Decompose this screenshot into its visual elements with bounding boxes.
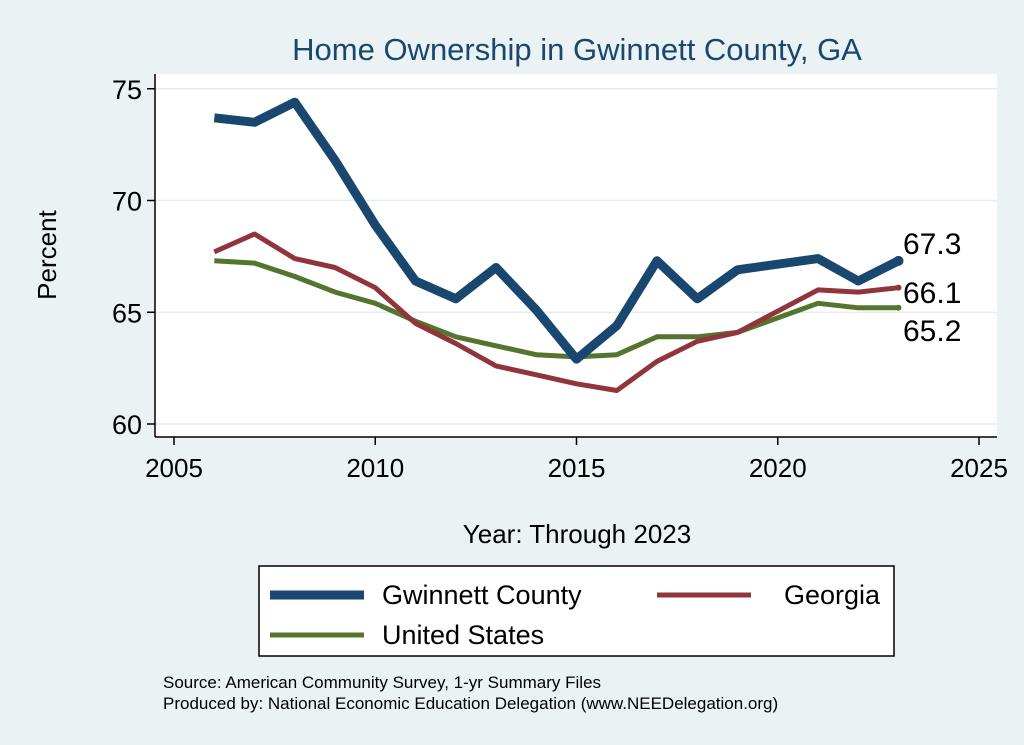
series-line-united-states: [214, 258, 899, 360]
end-value-label: 65.2: [903, 315, 961, 348]
y-tick-label: 70: [112, 187, 142, 217]
end-value-label: 67.3: [903, 228, 961, 261]
x-tick-label: 2020: [749, 453, 807, 483]
x-tick-label: 2015: [548, 453, 606, 483]
x-axis-label: Year: Through 2023: [463, 519, 691, 549]
x-tick-label: 2025: [950, 453, 1008, 483]
axes: 60 65 70 75 2005 2010 2015 2020 2025: [112, 74, 1008, 483]
series-line-gwinnett-county: [213, 97, 901, 364]
legend-label: Georgia: [784, 580, 881, 610]
chart-title: Home Ownership in Gwinnett County, GA: [292, 32, 862, 67]
y-tick-label: 60: [112, 410, 142, 440]
series-end-point: [895, 284, 902, 291]
gridlines: [155, 88, 997, 425]
series-end-point: [893, 255, 904, 266]
series-layer: [213, 97, 904, 393]
legend-label: Gwinnett County: [382, 580, 582, 610]
source-note: Source: American Community Survey, 1-yr …: [163, 673, 601, 692]
y-tick-label: 75: [112, 75, 142, 105]
end-labels: 67.3 66.1 65.2: [903, 228, 961, 348]
end-value-label: 66.1: [903, 277, 961, 310]
legend-label: United States: [382, 620, 544, 650]
series-line-georgia: [213, 231, 899, 393]
y-axis-label: Percent: [32, 209, 62, 299]
x-tick-label: 2005: [145, 453, 203, 483]
x-tick-label: 2010: [346, 453, 404, 483]
plot-area: [155, 74, 997, 437]
legend-box: [258, 565, 895, 657]
y-tick-label: 65: [112, 298, 142, 328]
producer-note: Produced by: National Economic Education…: [163, 694, 778, 713]
series-end-point: [895, 304, 902, 311]
legend: Gwinnett County Georgia United States: [258, 565, 895, 657]
